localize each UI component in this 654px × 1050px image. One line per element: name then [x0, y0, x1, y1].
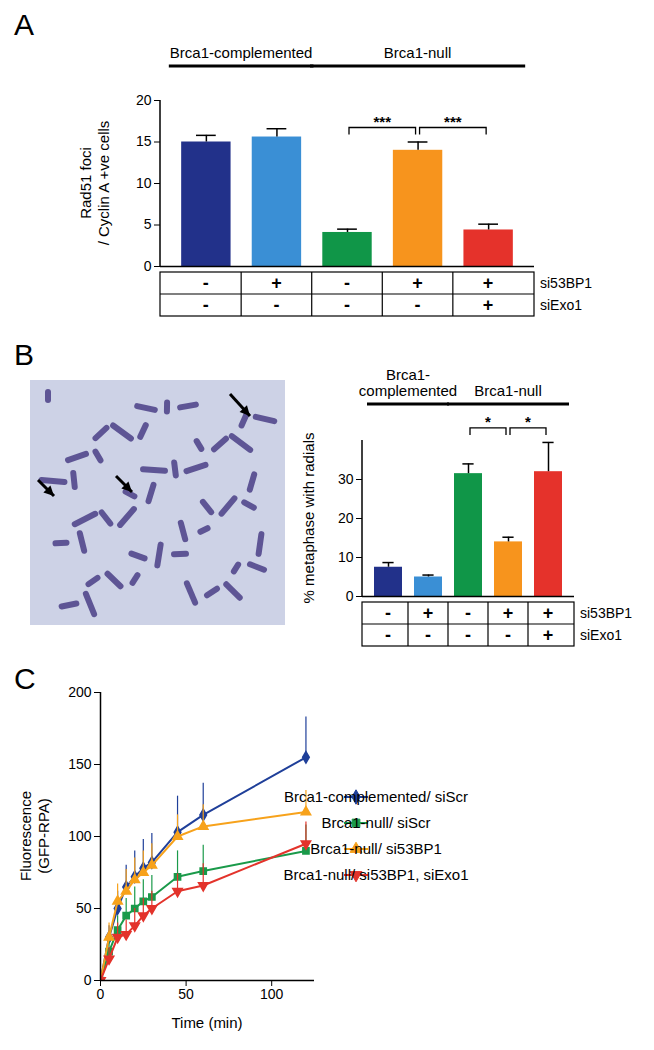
svg-text:***: ***: [374, 113, 392, 130]
svg-text:-: -: [425, 625, 431, 645]
svg-text:Brca1-complemented: Brca1-complemented: [170, 44, 313, 61]
svg-text:siExo1: siExo1: [580, 627, 622, 643]
svg-text:+: +: [483, 295, 494, 315]
svg-text:150: 150: [68, 756, 92, 772]
svg-text:Fluorescence(GFP-RPA): Fluorescence(GFP-RPA): [17, 791, 52, 881]
svg-text:200: 200: [68, 684, 92, 700]
svg-text:+: +: [271, 273, 282, 293]
svg-text:-: -: [385, 603, 391, 623]
svg-text:-: -: [203, 273, 209, 293]
svg-text:-: -: [344, 273, 350, 293]
svg-text:-: -: [203, 295, 209, 315]
svg-text:15: 15: [136, 133, 152, 149]
html-text:A: A: [14, 8, 34, 41]
svg-text:-: -: [465, 603, 471, 623]
svg-text:-: -: [465, 625, 471, 645]
svg-text:50: 50: [76, 900, 92, 916]
svg-text:5: 5: [144, 216, 152, 232]
svg-text:-: -: [273, 295, 279, 315]
svg-text:Rad51 foci/ Cyclin A +ve cells: Rad51 foci/ Cyclin A +ve cells: [77, 121, 112, 246]
svg-text:-: -: [344, 295, 350, 315]
svg-text:+: +: [483, 273, 494, 293]
svg-text:+: +: [423, 603, 434, 623]
svg-text:+: +: [543, 603, 554, 623]
svg-text:-: -: [385, 625, 391, 645]
svg-text:0: 0: [97, 986, 105, 1002]
svg-text:-: -: [415, 295, 421, 315]
svg-text:30: 30: [338, 471, 354, 487]
svg-text:+: +: [503, 603, 514, 623]
html-text:B: B: [14, 338, 34, 371]
svg-text:100: 100: [68, 828, 92, 844]
svg-text:complemented: complemented: [359, 382, 457, 399]
svg-text:0: 0: [84, 972, 92, 988]
svg-text:si53BP1: si53BP1: [580, 605, 632, 621]
svg-text:+: +: [543, 625, 554, 645]
svg-text:Brca1-null: Brca1-null: [384, 44, 452, 61]
svg-text:0: 0: [144, 258, 152, 274]
svg-text:Time (min): Time (min): [171, 1014, 242, 1031]
svg-text:% metaphase with radials: % metaphase with radials: [300, 433, 317, 604]
html-text:C: C: [14, 662, 36, 695]
svg-text:Brca1-null/ siScr: Brca1-null/ siScr: [321, 814, 430, 831]
svg-text:si53BP1: si53BP1: [540, 275, 592, 291]
svg-text:Brca1-null: Brca1-null: [474, 382, 542, 399]
svg-text:10: 10: [338, 549, 354, 565]
svg-text:0: 0: [346, 588, 354, 604]
svg-text:***: ***: [444, 113, 462, 130]
svg-text:-: -: [505, 625, 511, 645]
svg-text:Brca1-null/ si53BP1: Brca1-null/ si53BP1: [310, 840, 442, 857]
svg-text:Brca1-: Brca1-: [386, 366, 430, 383]
svg-text:*: *: [525, 413, 531, 430]
svg-text:Brca1-null/ si53BP1, siExo1: Brca1-null/ si53BP1, siExo1: [283, 866, 468, 883]
svg-text:20: 20: [338, 510, 354, 526]
svg-text:siExo1: siExo1: [540, 297, 582, 313]
svg-text:100: 100: [260, 986, 284, 1002]
svg-text:+: +: [412, 273, 423, 293]
svg-text:Brca1-complemented/ siScr: Brca1-complemented/ siScr: [284, 788, 468, 805]
svg-text:20: 20: [136, 92, 152, 108]
svg-text:50: 50: [178, 986, 194, 1002]
svg-text:*: *: [485, 413, 491, 430]
svg-text:10: 10: [136, 175, 152, 191]
